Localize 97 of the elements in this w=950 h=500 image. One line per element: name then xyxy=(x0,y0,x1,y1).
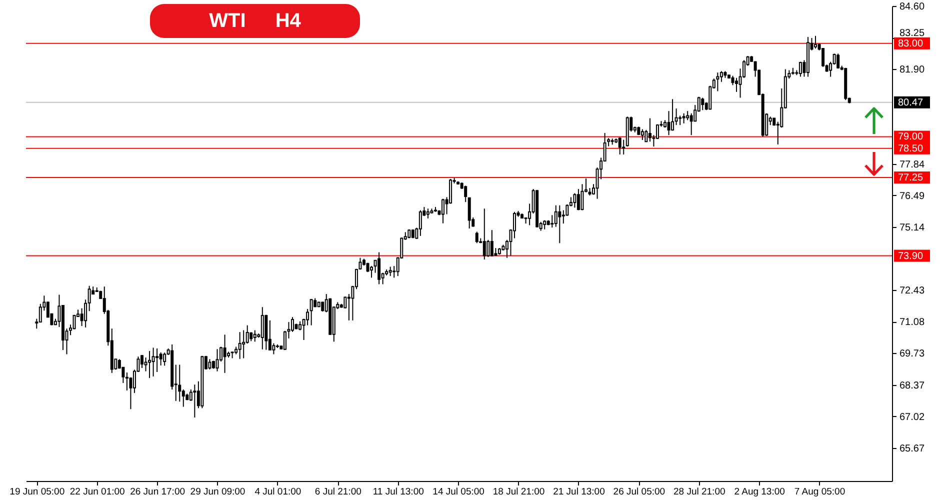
candlestick xyxy=(482,208,486,260)
candlestick xyxy=(378,252,381,285)
candlestick xyxy=(716,72,720,92)
candlestick xyxy=(822,48,825,68)
candlestick xyxy=(306,308,310,326)
candlestick xyxy=(731,75,734,86)
candlestick xyxy=(370,266,374,278)
candlestick xyxy=(513,211,516,239)
candlestick xyxy=(486,239,490,258)
x-tick-label: 2 Aug 13:00 xyxy=(734,486,785,498)
x-tick-label: 14 Jul 05:00 xyxy=(432,486,484,498)
candlestick xyxy=(246,324,249,344)
candlestick xyxy=(272,342,276,355)
candlestick xyxy=(148,350,152,379)
y-tick-label: 81.90 xyxy=(900,64,925,76)
candlestick xyxy=(720,70,723,82)
x-tick-label: 11 Jul 13:00 xyxy=(372,486,424,498)
chart-title: WTI H4 xyxy=(209,10,301,32)
candlestick xyxy=(576,188,580,211)
candlestick xyxy=(426,208,430,219)
candlestick xyxy=(490,230,494,257)
candlestick xyxy=(690,112,693,136)
candlestick xyxy=(216,348,219,372)
candlestick xyxy=(310,298,313,326)
candlestick xyxy=(178,364,182,402)
candlestick xyxy=(388,266,392,277)
ref-line-label: 80.47 xyxy=(898,97,924,108)
y-tick-label: 68.37 xyxy=(900,380,925,392)
ref-line-label: 83.00 xyxy=(898,38,924,50)
candlestick xyxy=(550,214,554,228)
candlestick xyxy=(291,316,294,332)
candlestick xyxy=(152,347,155,377)
x-tick-label: 7 Aug 05:00 xyxy=(794,486,846,498)
candlestick xyxy=(671,98,674,132)
candlestick xyxy=(674,108,678,126)
candlestick xyxy=(159,352,162,366)
candlestick xyxy=(648,118,652,142)
y-tick-label: 72.43 xyxy=(900,286,925,297)
candlestick xyxy=(418,210,422,236)
candlestick xyxy=(640,128,644,140)
candlestick xyxy=(253,330,256,342)
candlestick xyxy=(580,184,584,211)
candlestick xyxy=(193,384,196,418)
x-tick-label: 26 Jun 17:00 xyxy=(130,486,186,498)
candlestick xyxy=(140,354,144,369)
candlestick xyxy=(156,348,159,372)
ref-line-label: 77.25 xyxy=(898,172,924,184)
x-tick-label: 19 Jun 05:00 xyxy=(10,486,65,498)
x-tick-label: 28 Jul 21:00 xyxy=(673,486,726,498)
y-tick-label: 83.25 xyxy=(900,28,925,40)
x-tick-label: 26 Jul 05:00 xyxy=(613,486,666,498)
candlestick xyxy=(644,129,648,142)
candlestick xyxy=(682,112,686,124)
x-tick-label: 29 Jun 09:00 xyxy=(190,486,246,498)
candlestick xyxy=(798,61,802,78)
x-tick-label: 22 Jun 01:00 xyxy=(70,486,125,498)
x-tick-label: 4 Jul 01:00 xyxy=(254,486,302,498)
candlestick xyxy=(734,77,738,92)
candlestick xyxy=(618,136,622,155)
candlestick xyxy=(468,196,471,229)
y-tick-label: 77.84 xyxy=(900,159,925,170)
candlestick xyxy=(238,332,242,360)
candlestick xyxy=(464,185,468,203)
y-tick-label: 84.60 xyxy=(900,2,925,12)
y-tick-label: 75.14 xyxy=(900,222,925,234)
candlestick xyxy=(344,296,347,309)
ref-line-label: 78.50 xyxy=(898,143,924,154)
candlestick xyxy=(701,97,704,111)
y-tick-label: 76.49 xyxy=(900,190,925,202)
candlestick xyxy=(250,332,253,342)
candlestick xyxy=(260,306,264,350)
candlestick xyxy=(622,139,626,155)
x-tick-label: 6 Jul 21:00 xyxy=(314,486,362,498)
y-tick-label: 71.08 xyxy=(900,317,925,328)
candlestick xyxy=(72,314,76,330)
y-tick-label: 65.67 xyxy=(900,443,925,454)
y-tick-label: 69.73 xyxy=(900,348,925,360)
candlestick xyxy=(573,192,576,208)
candlestick xyxy=(442,198,445,224)
candlestick xyxy=(814,35,818,49)
candlestick xyxy=(321,301,324,312)
candlestick xyxy=(242,330,246,359)
candlestick xyxy=(182,389,185,408)
candlestick xyxy=(223,334,226,374)
x-tick-label: 21 Jul 13:00 xyxy=(553,486,605,498)
candlestick xyxy=(667,110,670,136)
candlestick xyxy=(558,204,562,244)
candlestick xyxy=(686,110,690,121)
ref-line-label: 73.90 xyxy=(898,250,924,262)
candlestick xyxy=(475,231,478,244)
candlestick xyxy=(836,53,840,70)
candlestick xyxy=(163,352,166,366)
y-tick-label: 67.02 xyxy=(900,412,925,423)
candlestick xyxy=(678,115,682,126)
candlestick xyxy=(208,358,212,370)
x-tick-label: 18 Jul 21:00 xyxy=(492,486,545,498)
ref-line-label: 79.00 xyxy=(898,132,924,143)
